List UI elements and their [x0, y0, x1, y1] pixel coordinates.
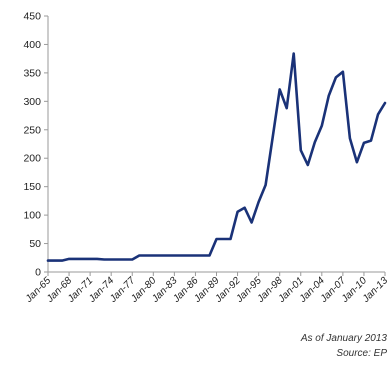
y-tick-label: 350 [23, 67, 41, 79]
y-tick-label: 150 [23, 181, 41, 193]
y-tick-label: 0 [35, 267, 41, 279]
y-tick-label: 400 [23, 39, 41, 51]
y-tick-label: 50 [29, 238, 41, 250]
series-layer [46, 52, 387, 262]
source-note: Source: EP [336, 348, 387, 359]
axes [47, 16, 385, 273]
y-axis-ticks: 0 50 100 150 200 250 300 350 400 450 [23, 11, 48, 279]
as-of-note: As of January 2013 [300, 333, 387, 344]
y-tick-label: 200 [23, 153, 41, 165]
y-tick-label: 250 [23, 124, 41, 136]
series-line [46, 52, 387, 262]
y-tick-label: 100 [23, 210, 41, 222]
y-tick-label: 300 [23, 96, 41, 108]
x-axis-ticks: Jan-65Jan-68Jan-71Jan-74Jan-77Jan-80Jan-… [23, 272, 389, 305]
y-tick-label: 450 [23, 11, 41, 23]
